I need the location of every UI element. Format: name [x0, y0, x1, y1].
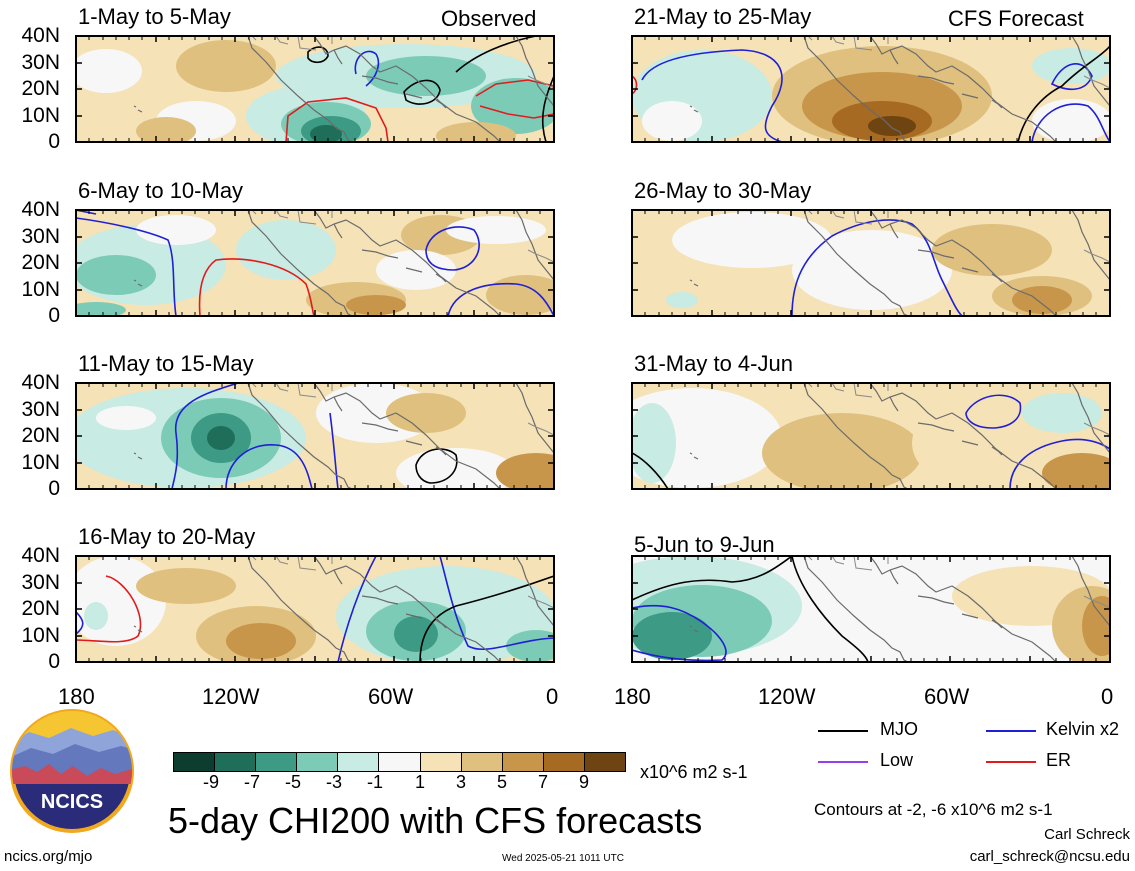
x-tick-label: 180	[58, 684, 95, 709]
legend-label: Kelvin x2	[1046, 719, 1120, 739]
timestamp: Wed 2025-05-21 1011 UTC	[502, 853, 624, 864]
author-name: Carl Schreck	[1044, 826, 1130, 843]
y-tick-label: 30N	[21, 398, 60, 421]
x-tick-label: 60W	[368, 684, 414, 709]
panel-title-3: 11-May to 15-May	[78, 351, 254, 376]
panel-title-4: 16-May to 20-May	[78, 524, 256, 549]
colorbar-label: -9	[203, 772, 220, 792]
panel-tag-forecast: CFS Forecast	[948, 6, 1084, 31]
colorbar-swatch	[379, 753, 421, 771]
panel-title-6: 26-May to 30-May	[634, 178, 812, 203]
y-tick-label: 30N	[21, 225, 60, 248]
map-panels	[75, 35, 1111, 663]
x-tick-label: 120W	[202, 684, 260, 709]
y-tick-label: 0	[48, 304, 60, 327]
y-tick-label: 30N	[21, 571, 60, 594]
panel-title-2: 6-May to 10-May	[78, 178, 244, 203]
panel-title-7: 31-May to 4-Jun	[634, 351, 793, 376]
legend-line	[986, 761, 1036, 763]
y-tick-label: 20N	[21, 424, 60, 447]
colorbar-swatch	[338, 753, 380, 771]
panel-title-1: 1-May to 5-May	[78, 4, 231, 29]
colorbar-swatch	[584, 753, 626, 771]
x-tick-label: 120W	[758, 684, 816, 709]
panel-map-8	[631, 555, 1111, 663]
site-url: ncics.org/mjo	[4, 848, 93, 865]
panel-title-8: 5-Jun to 9-Jun	[634, 532, 775, 557]
panel-map-7	[631, 382, 1111, 490]
logo-text: NCICS	[41, 791, 103, 813]
panel-map-4	[75, 555, 555, 663]
colorbar-swatch	[256, 753, 298, 771]
y-tick-label: 20N	[21, 251, 60, 274]
colorbar-label: -3	[326, 772, 343, 792]
y-tick-label: 0	[48, 650, 60, 673]
x-tick-label: 180	[614, 684, 651, 709]
author-email: carl_schreck@ncsu.edu	[969, 848, 1130, 865]
x-tick-label: 60W	[924, 684, 970, 709]
colorbar-swatch	[174, 753, 216, 771]
colorbar-swatch	[420, 753, 462, 771]
y-tick-label: 10N	[21, 624, 60, 647]
colorbar-units: x10^6 m2 s-1	[640, 762, 748, 782]
y-tick-label: 40N	[21, 24, 60, 47]
ncics-logo: NCICS	[10, 709, 134, 833]
y-tick-label: 0	[48, 477, 60, 500]
panel-map-2	[75, 209, 555, 317]
legend-label: MJO	[880, 719, 918, 739]
panel-map-1	[75, 35, 555, 143]
colorbar-label: 1	[415, 772, 426, 792]
y-tick-label: 10N	[21, 104, 60, 127]
y-tick-label: 10N	[21, 278, 60, 301]
panel-map-5	[631, 35, 1111, 143]
y-tick-label: 20N	[21, 77, 60, 100]
x-tick-label: 0	[1101, 684, 1114, 709]
colorbar-swatch	[297, 753, 339, 771]
panel-tag-observed: Observed	[441, 6, 537, 31]
y-tick-label: 40N	[21, 371, 60, 394]
y-tick-label: 20N	[21, 597, 60, 620]
y-tick-label: 0	[48, 130, 60, 153]
contours-note: Contours at -2, -6 x10^6 m2 s-1	[814, 800, 1053, 819]
colorbar-swatch	[215, 753, 257, 771]
colorbar-swatch	[502, 753, 544, 771]
colorbar-label: -5	[285, 772, 302, 792]
colorbar	[173, 752, 626, 772]
colorbar-label: 9	[579, 772, 590, 792]
legend-line	[818, 761, 868, 763]
colorbar-label: -1	[367, 772, 384, 792]
colorbar-label: 5	[497, 772, 508, 792]
colorbar-label: 3	[456, 772, 467, 792]
colorbar-swatch	[543, 753, 585, 771]
y-tick-label: 40N	[21, 198, 60, 221]
y-tick-label: 30N	[21, 51, 60, 74]
y-tick-label: 40N	[21, 544, 60, 567]
panel-map-6	[631, 209, 1111, 317]
legend-line	[818, 730, 868, 732]
colorbar-label: -7	[244, 772, 261, 792]
colorbar-label: 7	[538, 772, 549, 792]
x-tick-label: 0	[546, 684, 559, 709]
legend-line	[986, 730, 1036, 732]
legend-label: Low	[880, 750, 914, 770]
legend-label: ER	[1046, 750, 1072, 770]
panel-map-3	[75, 382, 555, 490]
colorbar-swatch	[461, 753, 503, 771]
y-tick-label: 10N	[21, 451, 60, 474]
panel-title-5: 21-May to 25-May	[634, 4, 812, 29]
main-title: 5-day CHI200 with CFS forecasts	[168, 800, 703, 841]
